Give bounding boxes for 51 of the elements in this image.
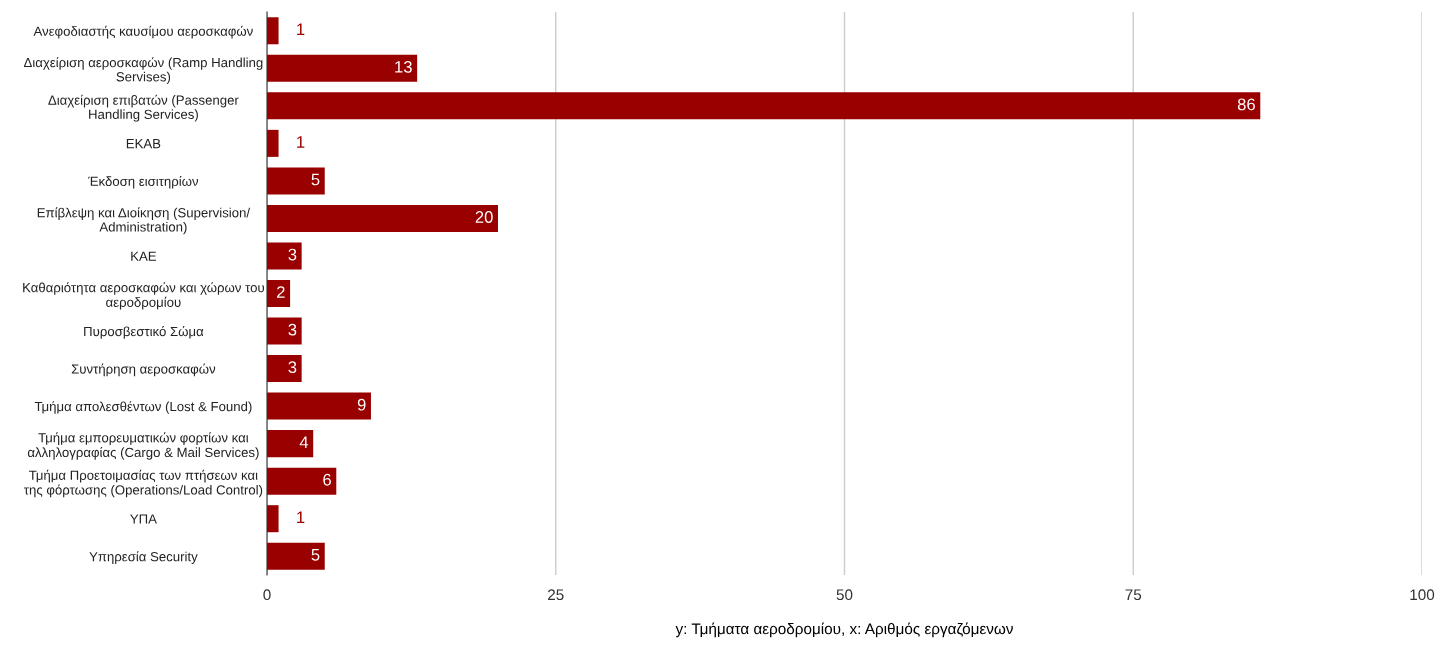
data-label: 9	[357, 398, 366, 411]
data-label: 3	[288, 361, 297, 374]
bar	[267, 430, 314, 458]
bar	[267, 542, 325, 570]
bar	[267, 92, 1261, 120]
bar	[267, 17, 279, 45]
data-label: 3	[288, 248, 297, 261]
data-label: 4	[299, 436, 309, 448]
bar	[267, 54, 418, 82]
y-tick-label: ΕΚΑΒ	[126, 139, 161, 149]
y-tick-label: Συντήρηση αεροσκαφών	[71, 363, 216, 377]
y-tick-label: Διαχείριση αεροσκαφών (Ramp Handling Servises)	[23, 57, 263, 85]
data-label: 6	[323, 473, 331, 486]
bar	[267, 167, 325, 195]
y-tick-label: Τμήμα απολεσθέντων (Lost & Found)	[34, 401, 252, 414]
data-label: 86	[1237, 98, 1255, 111]
y-tick-label: ΥΠΑ	[130, 514, 157, 524]
x-tick-label: 0	[263, 589, 271, 601]
y-tick-label: Καθαριότητα αεροσκαφών και χώρων του αεροδρομίου	[23, 282, 265, 310]
bar	[267, 392, 371, 420]
x-tick-label: 50	[836, 589, 853, 601]
bar	[267, 505, 279, 533]
y-tick-label: Υπηρεσία Security	[89, 551, 198, 564]
x-tick-label: 25	[548, 589, 564, 601]
data-label: 1	[297, 511, 305, 524]
data-label: 5	[311, 173, 320, 186]
x-axis-title: y: Τμήματα αεροδρομίου, x: Αριθμός εργαζόμενων	[675, 622, 1013, 638]
y-tick-label: Διαχείριση επιβατών (Passenger Handling Services)	[48, 94, 239, 122]
y-tick-label: Πυροσβεστικό Σώμα	[84, 326, 204, 339]
x-tick-label: 100	[1410, 589, 1435, 601]
bar	[267, 129, 279, 157]
data-label: 1	[297, 136, 305, 148]
data-label: 13	[395, 60, 412, 73]
y-tick-label: Έκδοση εισιτηρίων	[88, 175, 199, 189]
y-tick-label: Τμήμα εμπορευματικών φορτίων και αλληλογραφίας (Cargo & Mail Services)	[27, 432, 259, 460]
bar	[267, 355, 302, 383]
x-tick-label: 75	[1125, 589, 1142, 601]
data-label: 2	[277, 286, 285, 298]
bar	[267, 279, 291, 308]
y-tick-label: Επίβλεψη και Διοίκηση (Supervision/ Administration)	[37, 207, 251, 235]
bar	[267, 317, 302, 345]
bar	[267, 242, 302, 270]
data-label: 20	[475, 211, 493, 223]
y-tick-label: Ανεφοδιαστής καυσίμου αεροσκαφών	[33, 25, 253, 39]
y-tick-label: ΚΑΕ	[131, 251, 157, 261]
bar	[267, 204, 498, 232]
y-tick-label: Τμήμα Προετοιμασίας των πτήσεων και της φόρτωσης (Operations/Load Control)	[23, 469, 263, 498]
data-label: 1	[297, 23, 305, 36]
bar	[267, 467, 337, 495]
data-label: 3	[288, 323, 297, 336]
data-label: 5	[311, 549, 320, 561]
